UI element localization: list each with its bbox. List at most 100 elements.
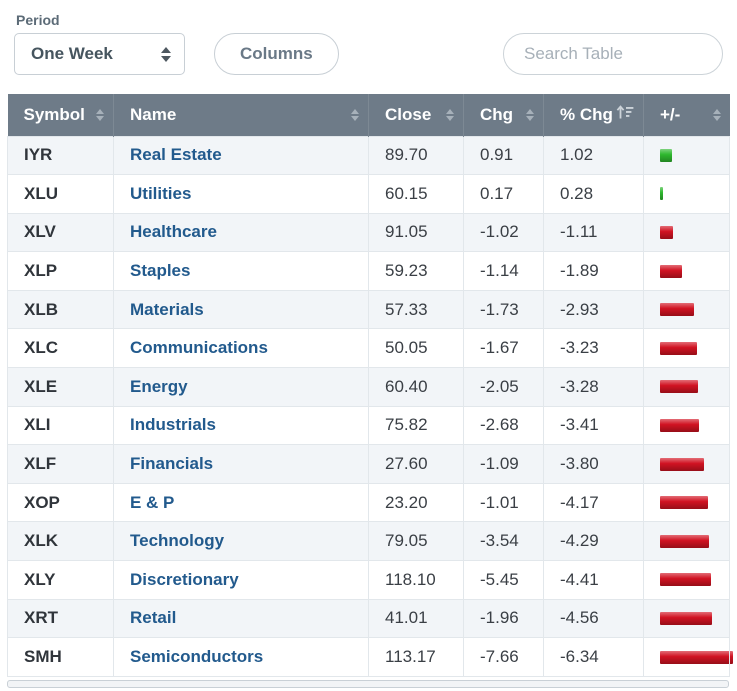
name-link[interactable]: Semiconductors (130, 647, 264, 667)
table-row: XLV Healthcare 91.05 -1.02 -1.11 (7, 212, 730, 253)
close-cell: 50.05 (368, 328, 464, 369)
col-header-pct_chg[interactable]: % Chg (543, 94, 644, 136)
close-cell: 79.05 (368, 521, 464, 562)
symbol-cell: XLP (7, 251, 114, 291)
pct-chg-cell: -2.93 (543, 289, 644, 330)
controls-row: One Week Columns (14, 33, 723, 75)
close-cell: 113.17 (368, 637, 464, 677)
col-header-name[interactable]: Name (113, 94, 369, 136)
negative-change-bar (660, 573, 711, 587)
pct-chg-cell: 0.28 (543, 174, 644, 214)
symbol-cell: IYR (7, 135, 114, 176)
columns-button[interactable]: Columns (214, 33, 339, 75)
close-cell: 60.15 (368, 174, 464, 214)
negative-change-bar (660, 496, 708, 510)
sort-arrows-icon (712, 108, 721, 121)
column-label: Close (385, 104, 432, 124)
close-cell: 60.40 (368, 367, 464, 407)
name-link[interactable]: Real Estate (130, 145, 222, 165)
sort-arrows-icon (96, 108, 104, 121)
table-row: XRT Retail 41.01 -1.96 -4.56 (7, 598, 730, 639)
symbol-cell: XLB (7, 289, 114, 330)
chg-cell: -7.66 (463, 637, 544, 677)
col-header-symbol[interactable]: Symbol (7, 94, 114, 136)
negative-change-bar (660, 341, 697, 355)
table-row: XLP Staples 59.23 -1.14 -1.89 (7, 251, 730, 291)
name-cell: Utilities (113, 174, 369, 214)
negative-change-bar (660, 611, 712, 625)
name-cell: E & P (113, 482, 369, 523)
pct-chg-cell: -3.28 (543, 367, 644, 407)
symbol-cell: XRT (7, 598, 114, 639)
bar-cell (643, 521, 730, 562)
close-cell: 91.05 (368, 212, 464, 253)
pct-chg-cell: -4.29 (543, 521, 644, 562)
name-link[interactable]: Staples (130, 261, 191, 281)
column-label: Chg (480, 104, 514, 124)
sort-arrows-icon (351, 108, 359, 121)
negative-change-bar (660, 225, 673, 239)
negative-change-bar (660, 534, 709, 548)
col-header-chg[interactable]: Chg (463, 94, 544, 136)
sort-arrows-icon (446, 108, 454, 121)
table-row: XOP E & P 23.20 -1.01 -4.17 (7, 482, 730, 523)
name-link[interactable]: Industrials (130, 415, 216, 435)
column-label: Symbol (23, 104, 85, 124)
close-cell: 41.01 (368, 598, 464, 639)
column-header-inner: +/- (660, 105, 721, 125)
name-link[interactable]: Technology (130, 531, 225, 551)
name-cell: Retail (113, 598, 369, 639)
symbol-cell: XOP (7, 482, 114, 523)
name-link[interactable]: Financials (130, 454, 214, 474)
period-select[interactable]: One Week (14, 33, 185, 75)
close-cell: 59.23 (368, 251, 464, 291)
symbol-cell: XLK (7, 521, 114, 562)
bar-cell (643, 637, 733, 677)
table-row: SMH Semiconductors 113.17 -7.66 -6.34 (7, 637, 733, 677)
name-link[interactable]: Communications (130, 338, 268, 358)
name-link[interactable]: Discretionary (130, 569, 239, 589)
table-row: XLC Communications 50.05 -1.67 -3.23 (7, 328, 730, 369)
period-select-value: One Week (31, 44, 113, 63)
chg-cell: -1.01 (463, 482, 544, 523)
pct-chg-cell: -3.23 (543, 328, 644, 369)
name-cell: Healthcare (113, 212, 369, 253)
search-input[interactable] (503, 33, 723, 75)
bar-cell (643, 367, 730, 407)
name-cell: Communications (113, 328, 369, 369)
bar-cell (643, 598, 730, 639)
column-header-inner: Chg (480, 105, 534, 125)
col-header-close[interactable]: Close (368, 94, 464, 136)
bar-cell (643, 251, 730, 291)
negative-change-bar (660, 264, 682, 278)
name-cell: Energy (113, 367, 369, 407)
bar-cell (643, 328, 730, 369)
pct-chg-cell: -3.80 (543, 444, 644, 484)
pct-chg-cell: -4.56 (543, 598, 644, 639)
symbol-cell: XLU (7, 174, 114, 214)
bar-cell (643, 482, 730, 523)
close-cell: 27.60 (368, 444, 464, 484)
column-label: +/- (660, 104, 681, 124)
bar-cell (643, 444, 730, 484)
name-link[interactable]: Materials (130, 299, 204, 319)
name-link[interactable]: Retail (130, 608, 177, 628)
name-link[interactable]: Healthcare (130, 222, 217, 242)
table-row: XLF Financials 27.60 -1.09 -3.80 (7, 444, 730, 484)
name-link[interactable]: Energy (130, 376, 188, 396)
chg-cell: -1.96 (463, 598, 544, 639)
symbol-cell: SMH (7, 637, 114, 677)
table-row: XLI Industrials 75.82 -2.68 -3.41 (7, 405, 730, 446)
chg-cell: -1.09 (463, 444, 544, 484)
chg-cell: 0.91 (463, 135, 544, 176)
bar-cell (643, 560, 730, 600)
table-footer-strip (7, 679, 729, 688)
table-header: Symbol Name Close Chg % Chg +/- (7, 94, 730, 136)
chg-cell: -1.02 (463, 212, 544, 253)
col-header-bar[interactable]: +/- (643, 94, 730, 136)
name-link[interactable]: E & P (130, 492, 175, 512)
chg-cell: -3.54 (463, 521, 544, 562)
name-link[interactable]: Utilities (130, 183, 192, 203)
table-row: XLU Utilities 60.15 0.17 0.28 (7, 174, 730, 214)
chg-cell: -2.05 (463, 367, 544, 407)
